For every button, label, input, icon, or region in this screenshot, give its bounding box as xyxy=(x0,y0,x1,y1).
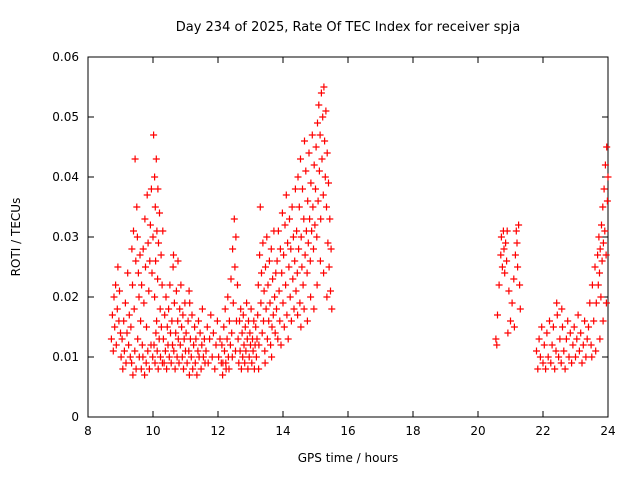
x-tick-label: 12 xyxy=(210,424,225,438)
x-tick-label: 8 xyxy=(84,424,92,438)
x-tick-label: 18 xyxy=(405,424,420,438)
y-axis-label: ROTI / TECUs xyxy=(9,198,23,277)
y-tick-label: 0 xyxy=(71,410,79,424)
x-tick-label: 22 xyxy=(535,424,550,438)
x-tick-label: 20 xyxy=(470,424,485,438)
x-tick-label: 16 xyxy=(340,424,355,438)
x-tick-label: 24 xyxy=(600,424,615,438)
y-tick-label: 0.06 xyxy=(52,50,79,64)
y-tick-label: 0.01 xyxy=(52,350,79,364)
y-tick-label: 0.02 xyxy=(52,290,79,304)
y-tick-label: 0.03 xyxy=(52,230,79,244)
chart-title: Day 234 of 2025, Rate Of TEC Index for r… xyxy=(176,20,521,35)
x-tick-label: 14 xyxy=(275,424,290,438)
y-tick-label: 0.05 xyxy=(52,110,79,124)
scatter-points xyxy=(107,83,612,379)
y-tick-label: 0.04 xyxy=(52,170,79,184)
x-axis-label: GPS time / hours xyxy=(298,451,399,465)
x-tick-label: 10 xyxy=(145,424,160,438)
